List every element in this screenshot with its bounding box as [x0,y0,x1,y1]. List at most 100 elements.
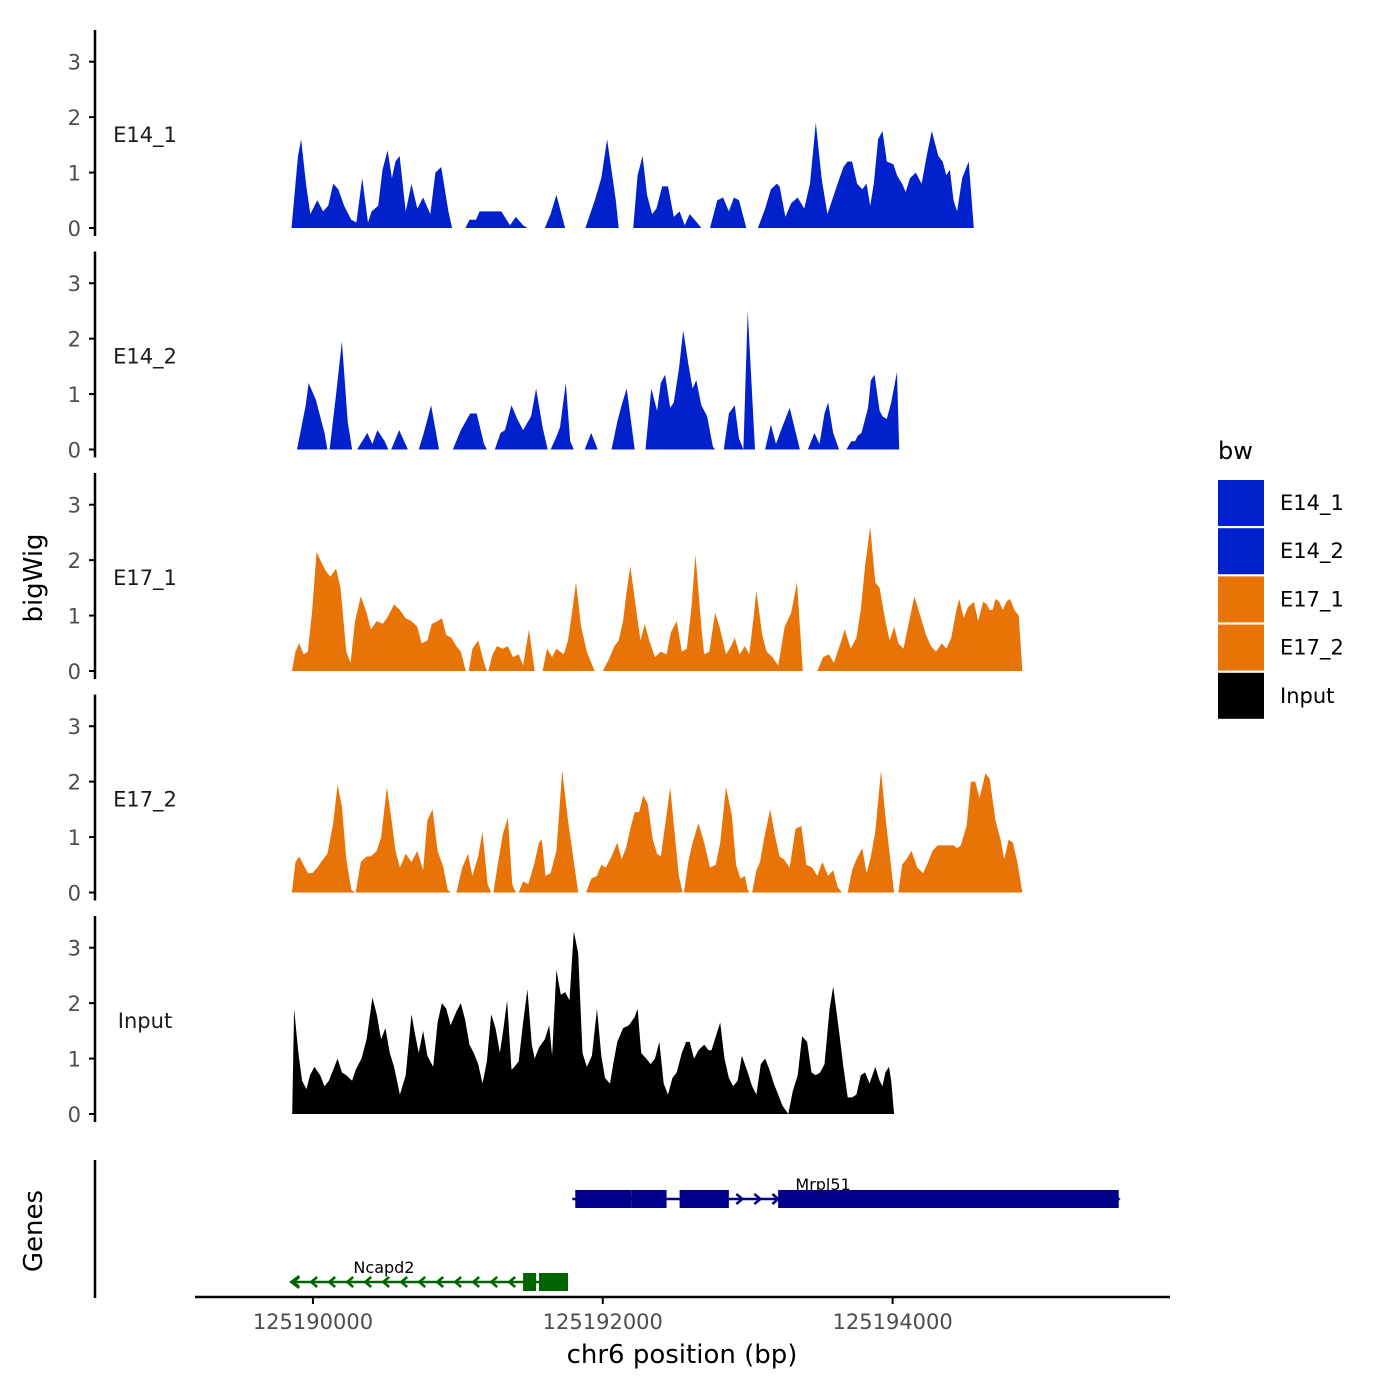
legend: bw E14_1 E14_2 E17_1 E17_2 Input [1218,437,1344,719]
legend-item-label: E14_1 [1280,491,1344,516]
y-tick-label: 2 [68,106,81,130]
track-e17-1: 0 1 2 3 E17_1 [68,473,1023,684]
strand-chevron [471,1276,481,1288]
track-label-input: Input [118,1009,172,1033]
y-tick-label: 1 [68,383,81,407]
strand-chevron [399,1276,409,1288]
legend-item-label: E17_1 [1280,587,1344,612]
signal-area [788,986,895,1114]
y-tick-label: 1 [68,605,81,629]
strand-chevron [453,1276,463,1288]
signal-area [550,383,574,450]
signal-area [602,554,803,671]
strand-chevron [435,1276,445,1288]
strand-chevron [753,1193,763,1205]
signal-area [846,371,900,450]
track-label-e14-1: E14_1 [113,123,177,148]
signal-area [456,831,492,893]
signal-area [357,430,389,450]
signal-area [683,787,750,893]
signal-area [391,430,408,450]
gene-exon [539,1273,569,1291]
x-tick-label: 125192000 [543,1310,663,1334]
gene-exon [631,1190,667,1208]
y-tick-label: 3 [68,272,81,296]
y-tick-label: 1 [68,162,81,186]
signal-area [355,787,451,893]
gene-name-label: Ncapd2 [353,1258,414,1277]
legend-key-swatch [1218,624,1264,671]
signal-area [611,388,635,450]
track-label-e17-1: E17_1 [113,566,177,591]
signal-area [645,330,716,450]
signal-area [542,582,595,671]
y-axis-title: bigWig [19,533,49,622]
legend-item-e17-1: E17_1 [1218,576,1344,623]
strand-chevron [363,1276,373,1288]
strand-chevron [417,1276,427,1288]
strand-chevron [489,1276,499,1288]
strand-chevron [735,1193,745,1205]
signal-area [518,770,579,893]
signal-area [817,526,1023,671]
strand-chevron [289,1275,300,1289]
signal-area [765,407,800,450]
signal-area [452,413,487,450]
x-tick-label: 125194000 [833,1310,953,1334]
y-tick-label: 3 [68,51,81,75]
x-tick-label: 125190000 [253,1310,373,1334]
genes-track: Ncapd2 Mrpl51 [93,1160,1121,1298]
signal-area [757,122,974,228]
gene-exon [575,1190,632,1208]
gene-mrpl51: Mrpl51 [572,1175,1121,1208]
signal-area [584,432,598,450]
track-e17-2: 0 1 2 3 E17_2 [68,694,1023,906]
signal-area [710,197,747,228]
y-tick-label: 3 [68,715,81,739]
signal-area [291,784,355,893]
gene-exon [778,1190,1119,1208]
signal-area [586,787,683,893]
signal-area [752,809,842,893]
y-tick-label: 3 [68,937,81,961]
legend-key-swatch [1218,576,1264,623]
strand-chevron [381,1276,391,1288]
signal-tracks: 0 1 2 3 E14_1 0 1 2 3 E14_2 0 1 2 3 E17_1 0 1 2 3 E17_2 0 1 2 3… [68,30,1023,1127]
y-tick-label: 0 [68,882,81,906]
y-tick-label: 2 [68,328,81,352]
track-label-e14-2: E14_2 [113,345,177,370]
y-tick-label: 2 [68,771,81,795]
y-tick-label: 1 [68,826,81,850]
gene-exon [523,1273,537,1291]
signal-area [494,388,548,450]
gene-ncapd2: Ncapd2 [289,1258,569,1291]
signal-area [329,341,353,450]
legend-item-label: E14_2 [1280,539,1344,564]
legend-key-swatch [1218,672,1264,719]
signal-area [847,770,895,893]
y-tick-label: 1 [68,1048,81,1072]
strand-chevron [309,1276,319,1288]
track-e14-2: 0 1 2 3 E14_2 [68,251,900,463]
y-tick-label: 0 [68,439,81,463]
signal-area [898,773,1023,893]
signal-area [544,194,566,228]
signal-area [493,817,516,893]
x-axis: 125190000 125192000 125194000 [195,1295,1170,1334]
y-tick-label: 2 [68,549,81,573]
signal-area [297,383,328,450]
signal-area [465,211,528,228]
legend-item-label: E17_2 [1280,636,1344,661]
signal-area [418,405,439,450]
signal-area [807,402,839,450]
track-input: 0 1 2 3 Input [68,916,895,1127]
legend-key-swatch [1218,480,1264,526]
legend-item-e14-1: E14_1 [1218,480,1344,526]
track-e14-1: 0 1 2 3 E14_1 [68,30,974,241]
signal-area [468,640,487,671]
signal-area [723,310,755,450]
legend-item-input: Input [1218,672,1334,719]
genes-track-title: Genes [19,1190,49,1272]
track-label-e17-2: E17_2 [113,788,177,813]
